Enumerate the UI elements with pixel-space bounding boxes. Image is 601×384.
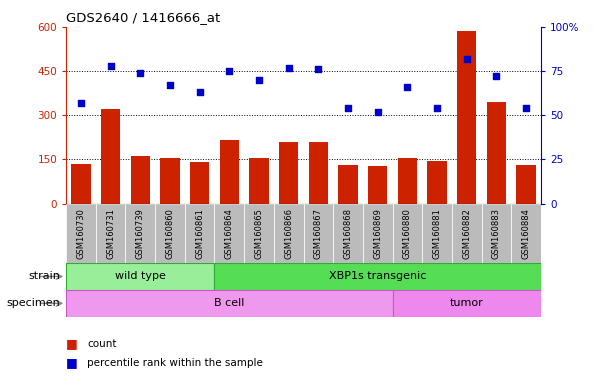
- Text: GSM160881: GSM160881: [433, 208, 442, 259]
- Bar: [487, 102, 506, 204]
- Point: [373, 109, 382, 115]
- Point: [343, 105, 353, 111]
- Bar: [185, 204, 215, 263]
- Bar: [220, 140, 239, 204]
- Point: [462, 56, 472, 62]
- Bar: [190, 162, 209, 204]
- Point: [165, 82, 175, 88]
- Point: [135, 70, 145, 76]
- Point: [314, 66, 323, 72]
- Text: XBP1s transgenic: XBP1s transgenic: [329, 271, 426, 281]
- Point: [225, 68, 234, 74]
- Bar: [66, 290, 392, 317]
- Bar: [304, 204, 333, 263]
- Text: GSM160868: GSM160868: [344, 208, 353, 259]
- Bar: [279, 142, 298, 204]
- Bar: [72, 164, 91, 204]
- Bar: [130, 156, 150, 204]
- Text: GSM160860: GSM160860: [165, 208, 174, 259]
- Text: GSM160884: GSM160884: [522, 208, 531, 259]
- Bar: [457, 31, 477, 204]
- Point: [403, 84, 412, 90]
- Bar: [244, 204, 274, 263]
- Bar: [422, 204, 452, 263]
- Bar: [126, 204, 155, 263]
- Bar: [101, 109, 120, 204]
- Point: [492, 73, 501, 79]
- Point: [432, 105, 442, 111]
- Text: ■: ■: [66, 356, 78, 369]
- Point: [76, 100, 86, 106]
- Bar: [155, 204, 185, 263]
- Bar: [215, 204, 244, 263]
- Point: [195, 89, 204, 95]
- Bar: [66, 263, 215, 290]
- Bar: [96, 204, 126, 263]
- Text: GSM160867: GSM160867: [314, 208, 323, 259]
- Text: GSM160739: GSM160739: [136, 208, 145, 259]
- Text: strain: strain: [28, 271, 60, 281]
- Bar: [392, 290, 541, 317]
- Bar: [274, 204, 304, 263]
- Bar: [392, 204, 422, 263]
- Bar: [66, 204, 96, 263]
- Bar: [338, 165, 358, 204]
- Text: GSM160869: GSM160869: [373, 208, 382, 259]
- Bar: [481, 204, 511, 263]
- Bar: [309, 142, 328, 204]
- Bar: [511, 204, 541, 263]
- Bar: [215, 263, 541, 290]
- Text: GSM160880: GSM160880: [403, 208, 412, 259]
- Bar: [398, 158, 417, 204]
- Text: ■: ■: [66, 337, 78, 350]
- Text: wild type: wild type: [115, 271, 166, 281]
- Bar: [368, 166, 387, 204]
- Bar: [363, 204, 392, 263]
- Text: GSM160864: GSM160864: [225, 208, 234, 259]
- Text: GSM160861: GSM160861: [195, 208, 204, 259]
- Text: GSM160883: GSM160883: [492, 208, 501, 259]
- Text: GSM160731: GSM160731: [106, 208, 115, 259]
- Text: percentile rank within the sample: percentile rank within the sample: [87, 358, 263, 368]
- Text: GSM160730: GSM160730: [76, 208, 85, 259]
- Bar: [516, 165, 535, 204]
- Point: [521, 105, 531, 111]
- Bar: [452, 204, 481, 263]
- Bar: [333, 204, 363, 263]
- Bar: [249, 158, 269, 204]
- Text: tumor: tumor: [450, 298, 484, 308]
- Point: [284, 65, 293, 71]
- Bar: [427, 161, 447, 204]
- Text: GSM160865: GSM160865: [254, 208, 263, 259]
- Text: B cell: B cell: [214, 298, 245, 308]
- Text: GSM160866: GSM160866: [284, 208, 293, 259]
- Point: [254, 77, 264, 83]
- Text: GDS2640 / 1416666_at: GDS2640 / 1416666_at: [66, 11, 221, 24]
- Text: count: count: [87, 339, 117, 349]
- Text: specimen: specimen: [7, 298, 60, 308]
- Bar: [160, 158, 180, 204]
- Point: [106, 63, 115, 69]
- Text: GSM160882: GSM160882: [462, 208, 471, 259]
